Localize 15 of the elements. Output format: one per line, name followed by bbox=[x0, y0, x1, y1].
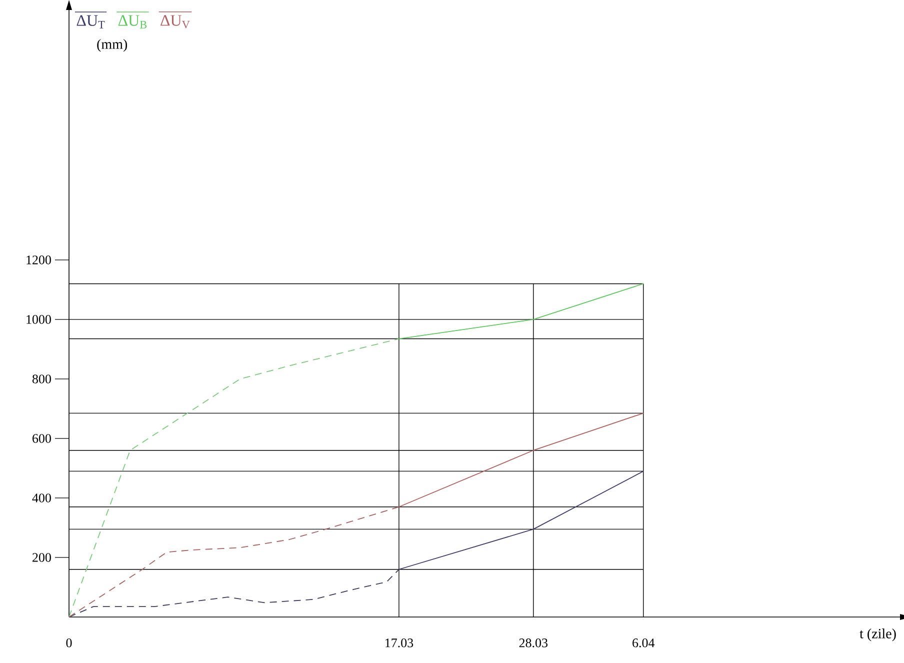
x-tick-label: 17.03 bbox=[385, 638, 414, 648]
y-tick-label: 1000 bbox=[26, 315, 51, 324]
y-tick-label: 200 bbox=[32, 553, 51, 562]
x-tick-label: 0 bbox=[66, 638, 72, 648]
x-axis-title: t (zile) bbox=[860, 628, 896, 642]
x-tick-label: 28.03 bbox=[519, 638, 548, 648]
legend-label: ΔU$_{T}$ bbox=[76, 15, 105, 28]
y-tick-label: 1200 bbox=[26, 256, 51, 264]
y-tick-label: 400 bbox=[32, 494, 51, 502]
legend-label: ΔU$_{V}$ bbox=[160, 15, 190, 28]
legend-label: ΔU$_{B}$ bbox=[118, 15, 147, 28]
y-tick-label: 800 bbox=[32, 374, 51, 384]
y-tick-label: 600 bbox=[32, 434, 51, 443]
y-axis-title: (mm) bbox=[97, 39, 128, 52]
x-tick-label: 6.04 bbox=[632, 638, 655, 648]
